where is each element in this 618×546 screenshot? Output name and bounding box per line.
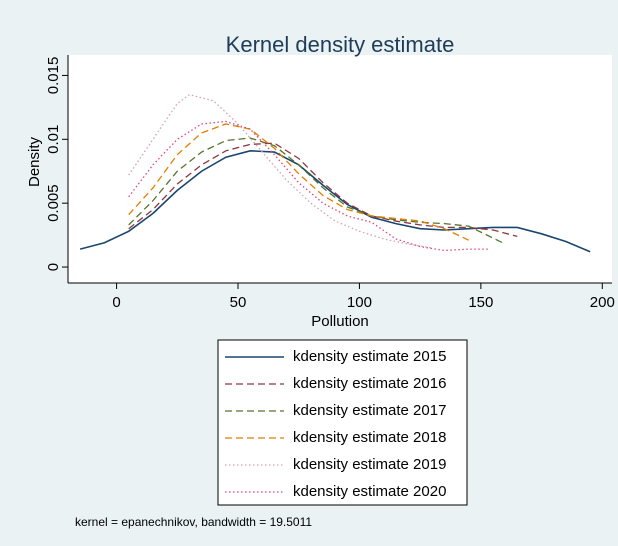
plot-area	[68, 55, 612, 283]
x-tick-label: 100	[347, 294, 372, 311]
x-tick-label: 150	[468, 294, 493, 311]
density-line	[128, 142, 518, 238]
legend-label: kdensity estimate 2015	[293, 348, 446, 365]
x-tick-label: 200	[590, 294, 615, 311]
legend-label: kdensity estimate 2019	[293, 456, 446, 473]
chart-title: Kernel density estimate	[226, 32, 455, 57]
y-tick-label: 0.01	[45, 125, 62, 154]
legend-label: kdensity estimate 2016	[293, 375, 446, 392]
legend	[217, 339, 468, 506]
y-tick-label: 0.015	[45, 57, 62, 95]
y-tick-label: 0.005	[45, 184, 62, 222]
note: kernel = epanechnikov, bandwidth = 19.50…	[75, 515, 312, 529]
density-line	[128, 123, 469, 241]
x-tick-label: 0	[112, 294, 120, 311]
legend-label: kdensity estimate 2018	[293, 429, 446, 446]
x-tick-label: 50	[230, 294, 247, 311]
density-line	[79, 149, 591, 253]
legend-label: kdensity estimate 2017	[293, 402, 446, 419]
y-axis-label: Density	[26, 136, 43, 187]
y-tick-label: 0	[45, 263, 62, 271]
legend-label: kdensity estimate 2020	[293, 483, 446, 500]
density-line	[128, 93, 433, 249]
x-axis-label: Pollution	[311, 313, 369, 330]
